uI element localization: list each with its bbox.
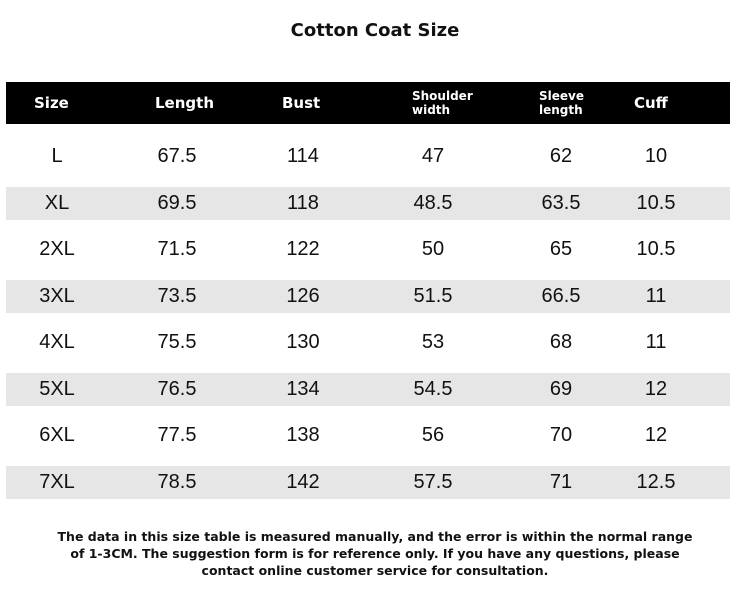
table-cell: 77.5 — [157, 424, 197, 446]
table-cell: 11 — [645, 284, 667, 307]
table-cell: 142 — [286, 470, 320, 493]
table-cell: 126 — [286, 284, 320, 307]
table-cell: L — [51, 145, 63, 167]
table-cell: 5XL — [39, 377, 75, 400]
table-cell: 2XL — [39, 238, 75, 260]
header-cell: Cuff — [634, 94, 668, 112]
table-cell: 12 — [644, 424, 668, 446]
table-cell: 62 — [549, 145, 573, 167]
table-cell: 63.5 — [541, 191, 581, 214]
table-cell: 71 — [549, 470, 573, 493]
table-cell: XL — [44, 191, 70, 214]
table-cell: 50 — [421, 238, 445, 260]
note-line: The data in this size table is measured … — [57, 529, 693, 544]
row-band — [6, 373, 730, 406]
table-cell: 130 — [286, 331, 320, 353]
note-line: of 1-3CM. The suggestion form is for ref… — [70, 546, 680, 561]
table-cell: 10.5 — [636, 191, 676, 214]
row-band — [6, 280, 730, 313]
header-cell: Size — [34, 94, 69, 112]
table-cell: 75.5 — [157, 331, 197, 353]
note-line: contact online customer service for cons… — [201, 563, 549, 578]
header-cell: Bust — [282, 94, 321, 112]
table-cell: 12 — [644, 377, 668, 400]
table-cell: 51.5 — [413, 284, 453, 307]
table-cell: 7XL — [39, 470, 75, 493]
row-band — [6, 466, 730, 499]
table-cell: 70 — [549, 424, 573, 446]
table-cell: 68 — [549, 331, 573, 353]
table-cell: 138 — [286, 424, 320, 446]
row-band — [6, 187, 730, 220]
table-cell: 118 — [287, 191, 319, 214]
table-cell: 11 — [645, 331, 667, 353]
table-cell: 3XL — [39, 284, 75, 307]
table-cell: 122 — [286, 238, 320, 260]
table-cell: 69.5 — [157, 191, 197, 214]
table-cell: 76.5 — [157, 377, 197, 400]
table-cell: 69 — [549, 377, 573, 400]
table-cell: 134 — [286, 377, 320, 400]
table-cell: 6XL — [39, 424, 75, 446]
header-cell: Sleeve length — [539, 89, 584, 117]
table-cell: 4XL — [39, 331, 75, 353]
table-cell: 53 — [421, 331, 445, 353]
header-cell: Length — [155, 94, 214, 112]
table-cell: 66.5 — [541, 284, 581, 307]
table-cell: 10.5 — [636, 238, 676, 260]
table-cell: 114 — [287, 145, 319, 167]
title: Cotton Coat Size — [290, 20, 460, 41]
table-cell: 56 — [421, 424, 445, 446]
table-cell: 67.5 — [157, 145, 197, 167]
table-cell: 73.5 — [157, 284, 197, 307]
table-cell: 57.5 — [413, 470, 453, 493]
table-cell: 78.5 — [157, 470, 197, 493]
table-cell: 54.5 — [413, 377, 453, 400]
table-cell: 48.5 — [413, 191, 453, 214]
table-cell: 47 — [421, 145, 445, 167]
header-cell: Shoulder width — [412, 89, 473, 117]
table-cell: 71.5 — [157, 238, 197, 260]
table-cell: 65 — [549, 238, 573, 260]
table-header: Size Length Bust Shoulder width Sleeve lengt… — [6, 82, 730, 124]
table-cell: 10 — [644, 145, 668, 167]
table-cell: 12.5 — [636, 470, 676, 493]
